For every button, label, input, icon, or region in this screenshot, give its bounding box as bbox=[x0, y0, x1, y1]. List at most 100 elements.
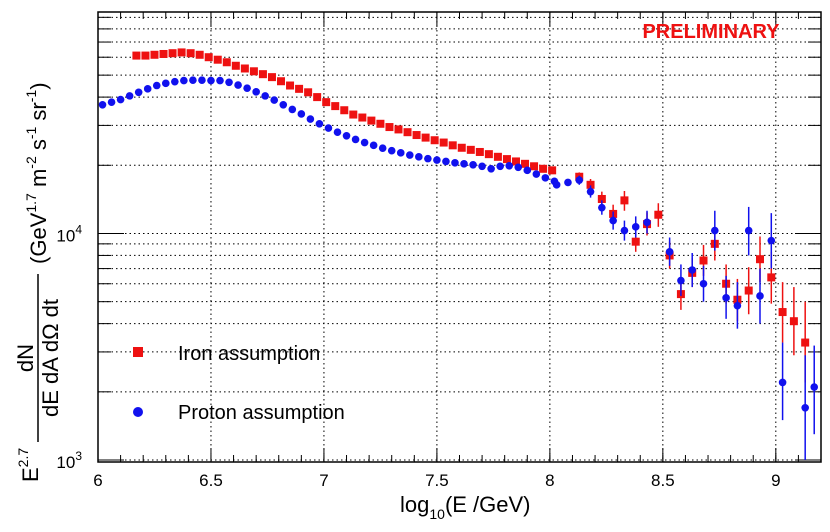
iron-point bbox=[548, 166, 557, 175]
proton-point bbox=[324, 124, 333, 132]
proton-point bbox=[225, 78, 233, 87]
iron-point bbox=[789, 317, 798, 326]
proton-point bbox=[722, 294, 730, 302]
iron-point bbox=[340, 106, 349, 115]
proton-point bbox=[733, 301, 742, 310]
proton-point bbox=[442, 157, 450, 166]
x-tick-label: 7.5 bbox=[425, 471, 449, 490]
iron-point bbox=[240, 64, 249, 73]
iron-point bbox=[267, 73, 276, 82]
proton-point bbox=[810, 383, 819, 391]
x-tick-label: 8 bbox=[545, 471, 554, 490]
proton-point bbox=[216, 76, 224, 85]
proton-point bbox=[378, 144, 387, 152]
y-tick-label: 104 bbox=[56, 222, 82, 245]
proton-point bbox=[469, 161, 477, 169]
preliminary-label: PRELIMINARY bbox=[642, 21, 780, 43]
iron-point bbox=[597, 194, 606, 203]
iron-point bbox=[222, 58, 231, 67]
iron-point bbox=[631, 237, 640, 246]
proton-point bbox=[711, 226, 719, 235]
legend-iron-label: Iron assumption bbox=[178, 343, 320, 365]
proton-point bbox=[433, 156, 441, 164]
proton-point bbox=[609, 216, 617, 225]
iron-point bbox=[358, 113, 367, 122]
legend: Iron assumption Proton assumption bbox=[133, 343, 345, 424]
iron-point bbox=[430, 136, 439, 145]
iron-point bbox=[249, 67, 258, 76]
iron-point bbox=[586, 180, 595, 189]
proton-point bbox=[564, 178, 572, 187]
proton-point bbox=[243, 84, 251, 92]
legend-proton-label: Proton assumption bbox=[178, 402, 345, 424]
proton-point bbox=[152, 81, 161, 90]
proton-point bbox=[396, 149, 405, 157]
iron-point bbox=[159, 49, 168, 58]
proton-point bbox=[342, 131, 351, 140]
proton-point bbox=[424, 154, 432, 163]
x-axis-title: log10(E /GeV) bbox=[400, 492, 531, 522]
iron-point bbox=[168, 49, 177, 58]
proton-point bbox=[643, 218, 651, 227]
proton-point bbox=[107, 98, 116, 106]
iron-point bbox=[767, 273, 776, 282]
proton-point bbox=[315, 119, 324, 128]
x-tick-labels: 6 6.5 7 7.5 8 8.5 9 bbox=[93, 471, 780, 490]
proton-point bbox=[270, 96, 279, 104]
iron-point bbox=[530, 162, 539, 171]
proton-point bbox=[801, 404, 809, 412]
proton-point bbox=[116, 95, 125, 104]
proton-point bbox=[189, 76, 197, 84]
legend-iron-marker bbox=[133, 347, 143, 357]
iron-point bbox=[304, 88, 313, 97]
proton-point bbox=[306, 115, 315, 123]
x-tick-label: 8.5 bbox=[651, 471, 675, 490]
iron-point bbox=[313, 93, 322, 102]
proton-point bbox=[125, 92, 134, 100]
proton-point bbox=[460, 160, 468, 168]
iron-point bbox=[394, 125, 403, 134]
proton-point bbox=[598, 203, 606, 212]
proton-point bbox=[620, 226, 629, 235]
iron-point bbox=[778, 308, 787, 317]
proton-point bbox=[369, 141, 378, 150]
iron-point bbox=[195, 50, 204, 59]
proton-point bbox=[98, 100, 107, 109]
iron-point bbox=[403, 128, 412, 137]
proton-point bbox=[505, 161, 514, 170]
proton-point bbox=[487, 164, 495, 173]
y-tick-labels: 103 104 bbox=[56, 222, 82, 472]
iron-point bbox=[141, 51, 150, 60]
legend-proton-marker bbox=[133, 407, 143, 417]
iron-point bbox=[493, 152, 502, 161]
iron-point bbox=[258, 70, 267, 79]
proton-point bbox=[665, 248, 674, 256]
proton-point bbox=[451, 159, 459, 167]
plot-frame bbox=[97, 11, 822, 463]
grid-layer bbox=[97, 12, 821, 462]
iron-point bbox=[511, 157, 520, 166]
proton-point bbox=[478, 162, 486, 171]
proton-point bbox=[207, 76, 215, 85]
iron-point bbox=[521, 159, 530, 168]
proton-point bbox=[496, 162, 504, 171]
iron-series bbox=[132, 48, 810, 383]
iron-point bbox=[502, 155, 511, 164]
iron-point bbox=[204, 53, 213, 62]
iron-point bbox=[385, 123, 394, 132]
y-title-prefix: E2.7 bbox=[15, 448, 43, 482]
proton-point bbox=[767, 236, 776, 245]
proton-point bbox=[415, 153, 423, 161]
x-tick-label: 7 bbox=[319, 471, 328, 490]
proton-point bbox=[279, 100, 288, 109]
proton-point bbox=[387, 146, 396, 155]
proton-point bbox=[360, 138, 369, 147]
iron-point bbox=[331, 102, 340, 111]
proton-point bbox=[252, 88, 260, 96]
proton-point bbox=[552, 181, 561, 189]
iron-point bbox=[620, 196, 629, 205]
iron-point bbox=[277, 77, 286, 86]
iron-point bbox=[457, 143, 466, 152]
